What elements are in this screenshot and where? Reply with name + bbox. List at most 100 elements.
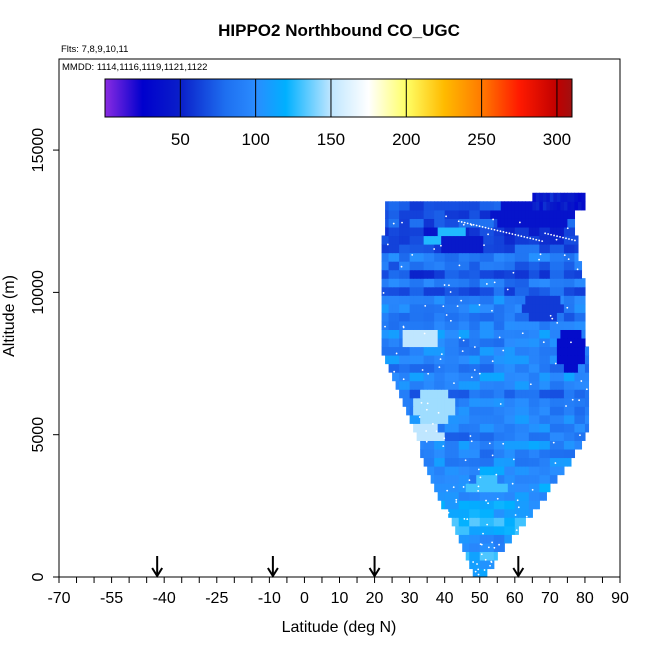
curtain-cell <box>479 508 484 518</box>
curtain-cell <box>381 312 386 322</box>
curtain-cell <box>507 440 512 450</box>
curtain-cell <box>388 252 393 262</box>
curtain-cell <box>437 466 442 476</box>
curtain-cell <box>518 483 523 493</box>
curtain-cell <box>511 269 516 279</box>
sample-dot <box>474 570 477 573</box>
curtain-cell <box>518 278 523 288</box>
curtain-cell <box>423 201 428 211</box>
curtain-cell <box>395 363 400 373</box>
sample-dot <box>487 546 490 549</box>
curtain-cell <box>437 406 442 416</box>
curtain-cell <box>455 346 460 356</box>
curtain-cell <box>504 500 509 510</box>
curtain-cell <box>518 269 523 279</box>
curtain-cell <box>567 235 572 245</box>
curtain-cell <box>511 337 516 348</box>
curtain-cell <box>448 209 453 219</box>
curtain-cell <box>518 466 523 476</box>
curtain-cell <box>521 406 526 416</box>
curtain-cell <box>413 414 418 424</box>
curtain-cell <box>542 423 547 433</box>
curtain-cell <box>395 209 400 219</box>
curtain-cell <box>511 355 516 365</box>
curtain-cell <box>504 320 509 330</box>
sample-dot <box>579 434 581 437</box>
curtain-cell <box>560 244 565 254</box>
curtain-cell <box>423 235 428 245</box>
curtain-cell <box>423 448 428 459</box>
curtain-cell <box>563 457 569 467</box>
x-tick-label: 50 <box>471 590 489 607</box>
sample-dot <box>473 346 476 348</box>
sample-dot <box>411 253 414 256</box>
curtain-cell <box>570 380 576 390</box>
curtain-cell <box>500 397 505 407</box>
profile-arrow <box>512 556 525 578</box>
curtain-cell <box>430 261 435 271</box>
curtain-cell <box>388 201 393 211</box>
curtain-cell <box>430 346 435 356</box>
curtain-cell <box>455 244 460 254</box>
curtain-cell <box>511 406 516 416</box>
curtain-cell <box>476 423 481 433</box>
curtain-cell <box>420 312 425 322</box>
curtain-cell <box>406 372 411 382</box>
curtain-cell <box>490 389 495 399</box>
curtain-cell <box>451 286 456 296</box>
curtain-cell <box>427 303 432 313</box>
curtain-cell <box>567 209 572 219</box>
curtain-cell <box>465 389 470 399</box>
curtain-cell <box>528 226 533 237</box>
curtain-cell <box>490 491 495 501</box>
curtain-cell <box>444 440 449 450</box>
sample-dot <box>442 305 445 308</box>
curtain-cell <box>458 414 463 424</box>
curtain-cell <box>567 457 572 467</box>
curtain-cell <box>420 286 425 296</box>
curtain-cell <box>518 414 523 424</box>
curtain-cell <box>556 355 561 365</box>
curtain-cell <box>535 235 540 245</box>
curtain-cell <box>455 201 460 211</box>
curtain-cell <box>507 355 512 365</box>
curtain-cell <box>493 500 498 510</box>
curtain-cell <box>469 312 474 322</box>
curtain-cell <box>486 269 491 279</box>
curtain-cell <box>402 320 407 330</box>
curtain-cell <box>430 474 435 484</box>
curtain-cell <box>574 329 579 339</box>
curtain-cell <box>416 389 421 399</box>
curtain-cell <box>577 329 583 339</box>
curtain-cell <box>441 440 446 450</box>
curtain-cell <box>525 466 530 476</box>
curtain-cell <box>493 525 498 535</box>
curtain-cell <box>465 201 470 211</box>
curtain-cell <box>521 329 526 339</box>
curtain-cell <box>563 337 569 348</box>
sample-dot <box>483 244 485 247</box>
curtain-cell <box>416 218 421 228</box>
curtain-cell <box>476 346 481 356</box>
curtain-cell <box>427 337 432 348</box>
curtain-cell <box>385 337 390 348</box>
curtain-cell <box>392 329 397 339</box>
curtain-cell <box>416 431 421 441</box>
curtain-cell <box>525 389 530 399</box>
curtain-cell <box>532 414 537 424</box>
curtain-cell <box>518 457 523 467</box>
curtain-cell <box>402 226 407 237</box>
sample-dot <box>424 304 427 307</box>
curtain-cell <box>402 312 407 322</box>
curtain-cell <box>448 508 453 518</box>
x-tick-label: -25 <box>205 590 228 607</box>
sample-dot <box>580 380 583 382</box>
curtain-cell <box>521 261 526 271</box>
curtain-cell <box>469 355 474 365</box>
sample-dot <box>443 284 446 286</box>
curtain-cell <box>556 192 561 202</box>
curtain-cell <box>560 406 565 416</box>
curtain-cell <box>486 559 491 570</box>
curtain-cell <box>493 380 498 390</box>
curtain-cell <box>532 457 537 467</box>
